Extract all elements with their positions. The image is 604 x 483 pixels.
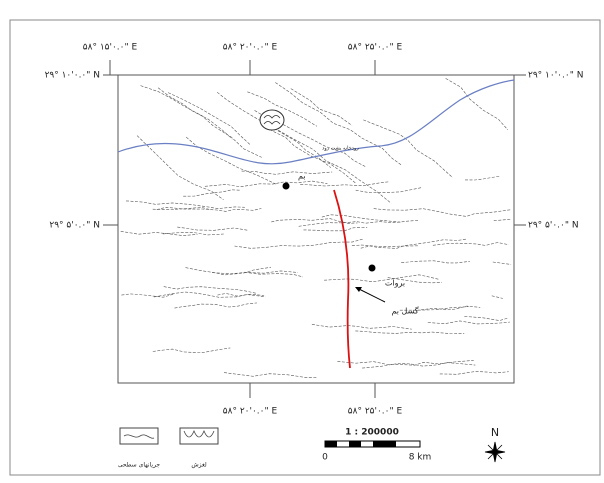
drainage-line: [363, 119, 454, 178]
drainage-line: [217, 293, 265, 297]
drainage-line: [163, 286, 257, 294]
drainage-line: [493, 219, 512, 221]
drainage-line: [355, 187, 422, 194]
coordinate-label: ۲۹° ۵'۰.۰" N: [49, 221, 100, 231]
drainage-line: [212, 270, 298, 275]
landslide-symbol: [259, 109, 285, 131]
drainage-line: [223, 372, 317, 378]
legend: جریانهای سطحی لغزش: [118, 427, 219, 469]
drainage-line: [324, 274, 439, 283]
scale-segment: [325, 441, 337, 447]
city-marker: [282, 182, 290, 190]
drainage-line: [121, 293, 174, 298]
drainage-line: [491, 295, 503, 299]
drainage-line: [234, 238, 363, 249]
drainage-line: [290, 88, 353, 126]
scale-segment: [373, 441, 396, 447]
fault-label: گسل بم: [391, 306, 418, 316]
north-label: N: [491, 426, 499, 439]
drainage-line: [247, 91, 318, 127]
drainage-line: [351, 244, 419, 247]
drainage-line: [298, 220, 420, 227]
drainage-line: [311, 324, 412, 330]
scale-end: 8 km: [409, 453, 432, 463]
drainage-line: [216, 91, 332, 168]
drainage-line: [167, 92, 252, 146]
drainage-line: [162, 232, 224, 236]
drainage-line: [464, 316, 508, 321]
coordinate-label: ۲۹° ۱۰'۰.۰" N: [45, 71, 100, 81]
drainage-line: [321, 214, 401, 223]
city-marker: [368, 264, 376, 272]
coordinate-label: ۵۸° ۲۵'۰.۰" E: [348, 43, 403, 53]
drainage-line: [271, 218, 358, 224]
coordinate-label: ۲۹° ۵'۰.۰" N: [528, 221, 579, 231]
legend-landslide-symbol: [183, 429, 215, 438]
drainage-line: [125, 200, 245, 209]
drainage-line: [262, 123, 357, 184]
fault-line: [333, 189, 351, 369]
north-arrow: N: [484, 426, 506, 463]
landslide-symbol-detail: [263, 115, 281, 125]
river-label: رودخانه پشت رود: [322, 146, 359, 152]
coordinate-label: ۵۸° ۱۵'۰.۰" E: [83, 43, 138, 53]
legend-label: لغزش: [191, 462, 207, 469]
drainage-line: [432, 242, 509, 246]
drainage-line: [427, 320, 510, 325]
drainage-line: [303, 227, 368, 232]
scale-bar: 1 : 200000 0 8 km: [322, 428, 431, 463]
drainage-line: [185, 266, 272, 276]
drainage-line: [183, 189, 241, 197]
drainage-line: [387, 277, 443, 284]
coordinate-label: ۵۸° ۲۰'۰.۰" E: [223, 407, 278, 417]
drainage-line: [416, 305, 481, 311]
drainage-line: [362, 362, 476, 369]
city-label: بروات: [385, 279, 405, 288]
compass-rose: [484, 441, 506, 463]
drainage-line: [401, 260, 470, 264]
coordinate-label: ۲۹° ۱۰'۰.۰" N: [528, 71, 583, 81]
scale-segment: [349, 441, 361, 447]
coordinate-label: ۵۸° ۲۰'۰.۰" E: [223, 43, 278, 53]
scale-ratio: 1 : 200000: [345, 428, 399, 438]
legend-box: [179, 427, 219, 445]
arrow-head: [355, 287, 362, 292]
drainage-line: [445, 78, 509, 130]
drainage-line: [152, 206, 212, 211]
map-frame: [117, 74, 515, 384]
scale-bar-outline: [324, 440, 421, 448]
drainage-network: [120, 78, 512, 378]
drainage-line: [399, 306, 469, 311]
drainage-line: [204, 180, 328, 188]
drainage-line: [174, 302, 257, 309]
river: [117, 79, 515, 165]
map-area: رودخانه پشت رود گسل بم بم بروات: [117, 74, 515, 384]
drainage-line: [177, 226, 248, 231]
scale-start: 0: [322, 453, 328, 463]
legend-box: [119, 427, 159, 445]
drainage-line: [464, 175, 500, 181]
drainage-line: [439, 371, 509, 375]
drainage-line: [140, 85, 262, 158]
city-label: بم: [298, 172, 306, 181]
drainage-line: [337, 360, 474, 366]
fault-arrow: [356, 287, 386, 303]
drainage-line: [152, 347, 231, 354]
legend-label: جریانهای سطحی: [118, 462, 160, 469]
drainage-line: [360, 238, 468, 249]
coordinate-labels: ۵۸° ۱۵'۰.۰" E ۵۸° ۲۰'۰.۰" E ۵۸° ۲۵'۰.۰" E ۵…: [45, 43, 584, 417]
drainage-line: [136, 135, 224, 200]
coordinate-label: ۵۸° ۲۵'۰.۰" E: [348, 407, 403, 417]
drainage-line: [244, 271, 304, 278]
drainage-line: [355, 330, 465, 334]
drainage-line: [120, 231, 198, 236]
drainage-line: [492, 261, 512, 265]
page-frame: [9, 19, 601, 476]
drainage-line: [156, 206, 262, 212]
legend-drainage-symbol: [123, 434, 155, 439]
drainage-line: [153, 291, 266, 298]
drainage-line: [157, 87, 233, 140]
